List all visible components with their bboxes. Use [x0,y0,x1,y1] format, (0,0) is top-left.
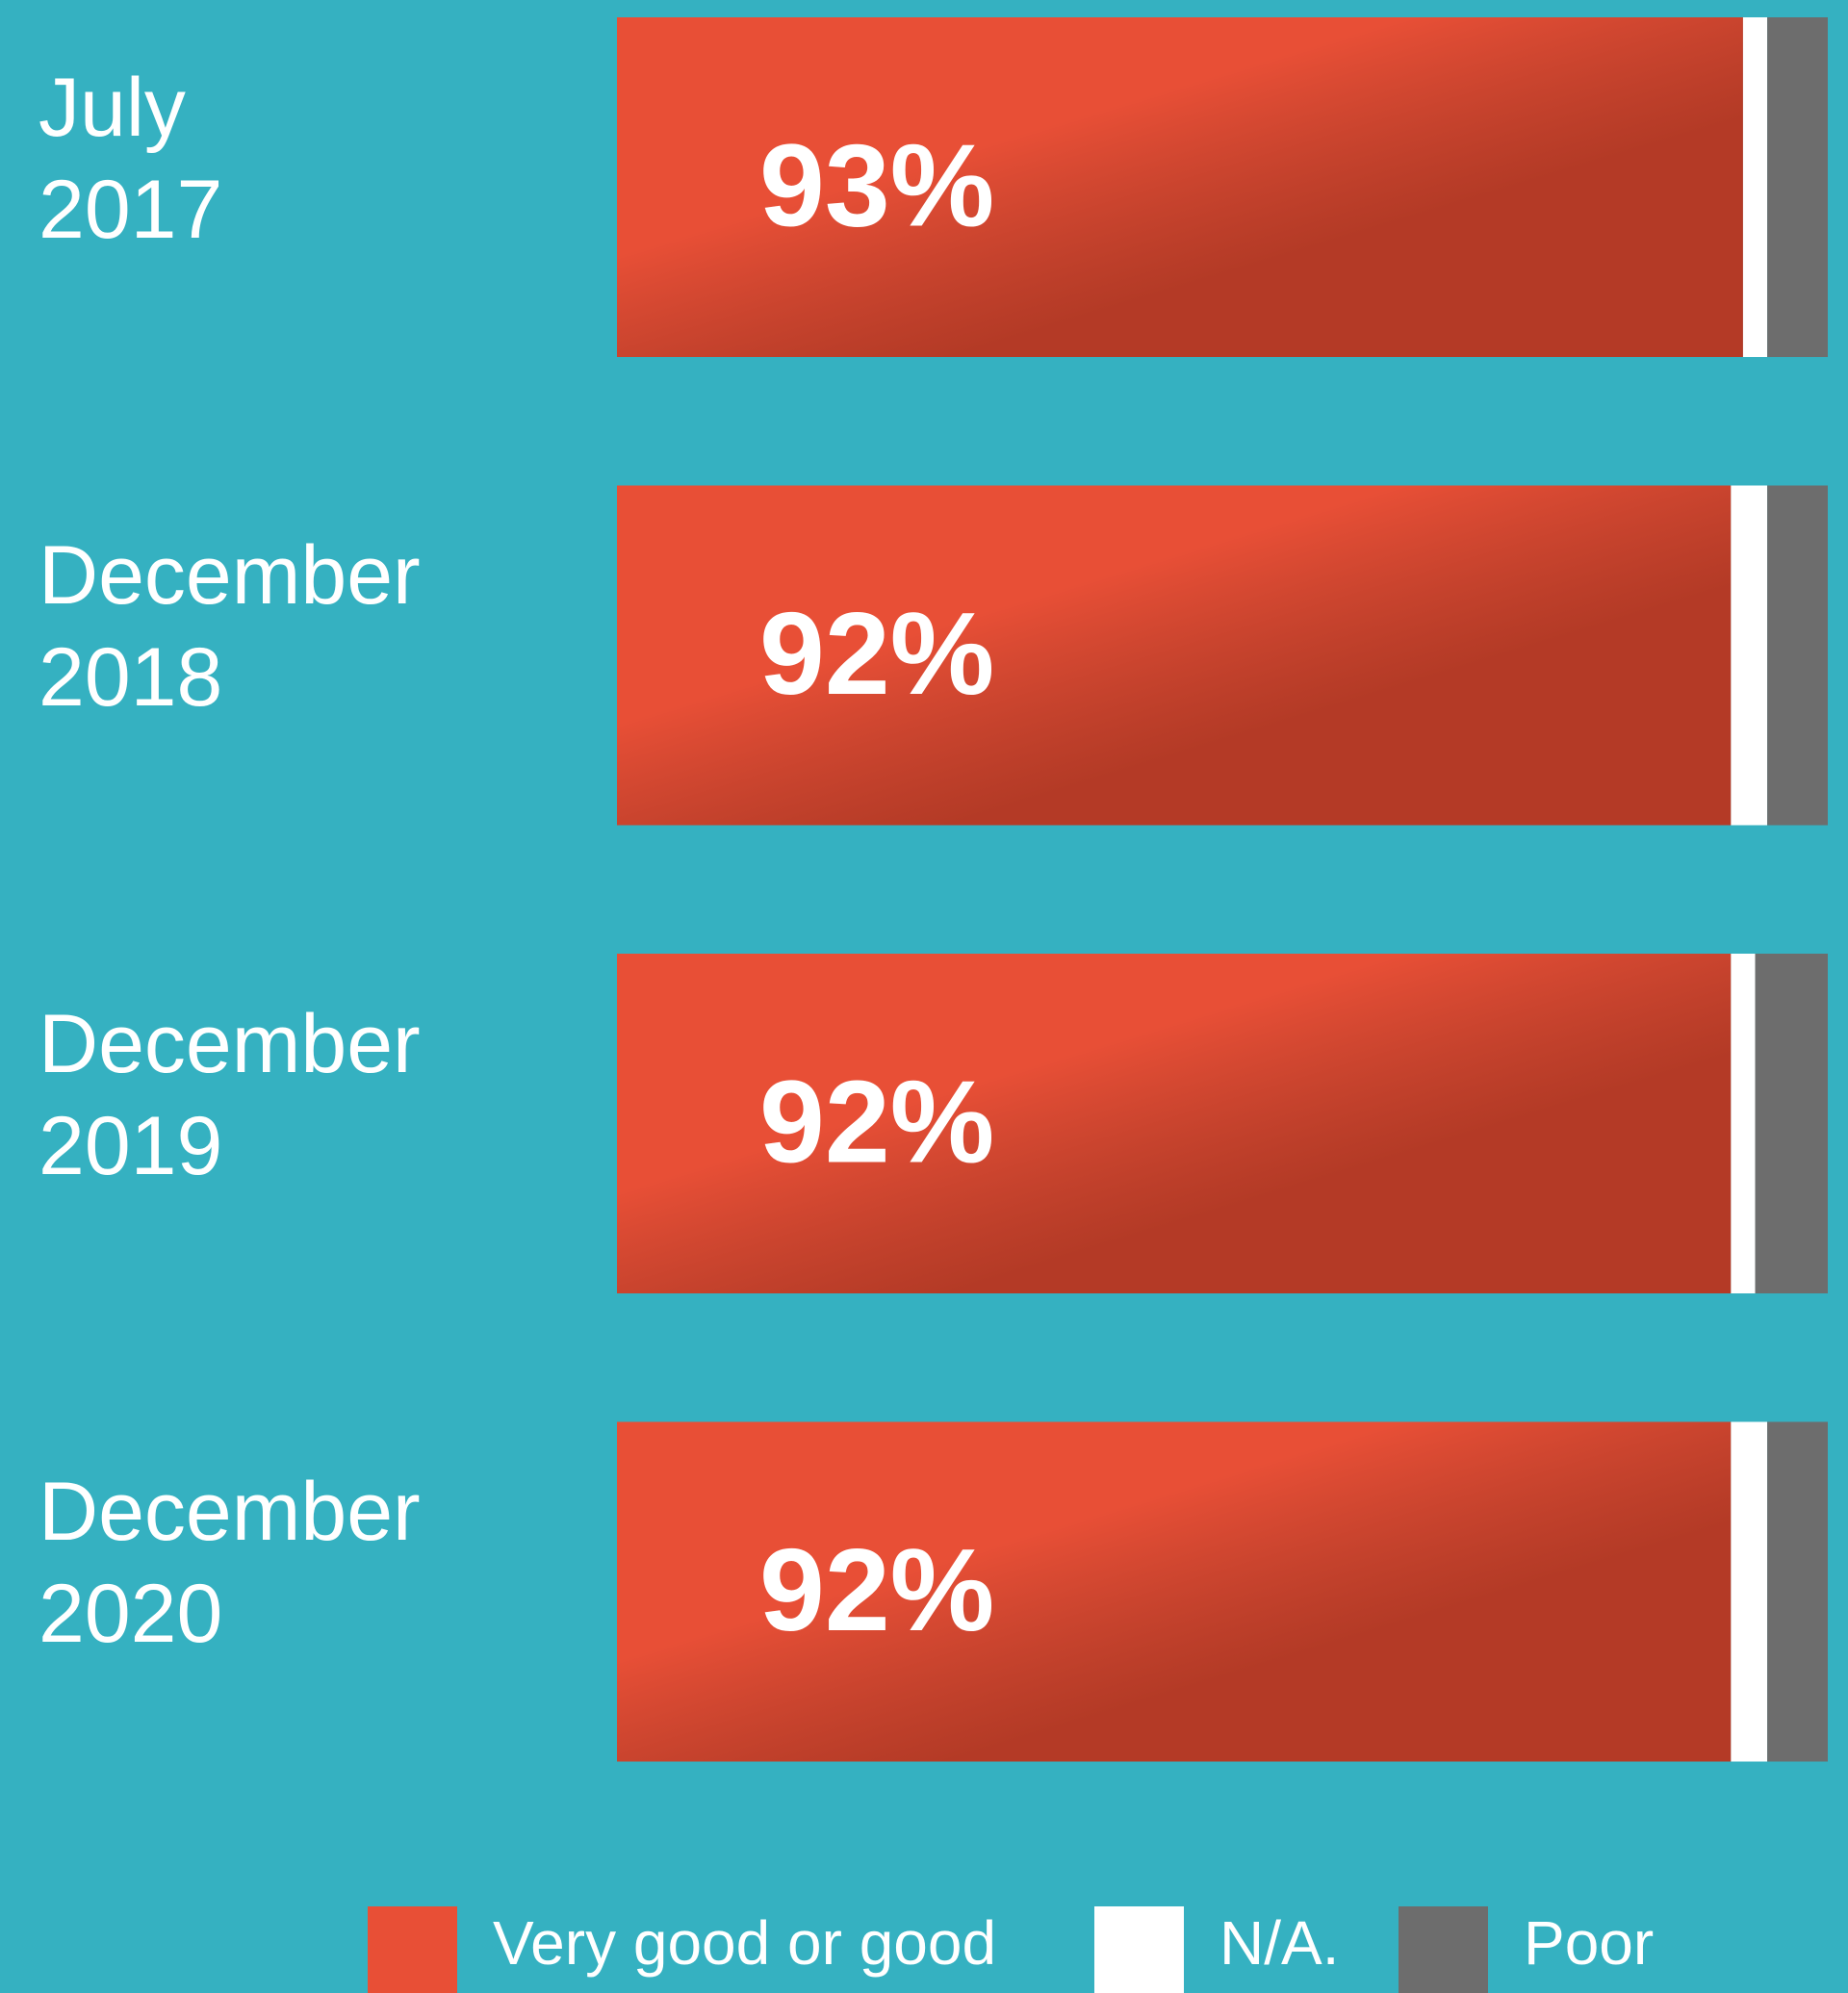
bar-segment [1755,954,1828,1293]
legend-label: Very good or good [493,1908,996,1978]
bar-segment [1731,485,1768,826]
legend-label: N/A. [1219,1908,1339,1978]
bar-shade [617,1421,1732,1762]
value-label: 92% [759,1057,994,1188]
legend-label: Poor [1524,1908,1654,1978]
bar-shade [617,485,1732,826]
category-label: December 2018 [38,529,421,724]
category-label: July 2017 [38,61,223,256]
bar-segment [1731,954,1756,1293]
legend-swatch [1094,1906,1184,1993]
category-label: December 2020 [38,1466,421,1660]
bar-segment [1731,1421,1768,1762]
bar-segment [1742,17,1768,357]
value-label: 92% [759,588,994,719]
bar-shade [617,17,1743,357]
bar-segment [1767,1421,1828,1762]
legend-swatch [1399,1906,1488,1993]
bar-shade [617,954,1732,1293]
value-label: 93% [759,120,994,251]
legend-swatch [368,1906,457,1993]
bar-segment [1767,485,1828,826]
bar-segment [1767,17,1828,357]
value-label: 92% [759,1524,994,1655]
category-label: December 2019 [38,997,421,1192]
